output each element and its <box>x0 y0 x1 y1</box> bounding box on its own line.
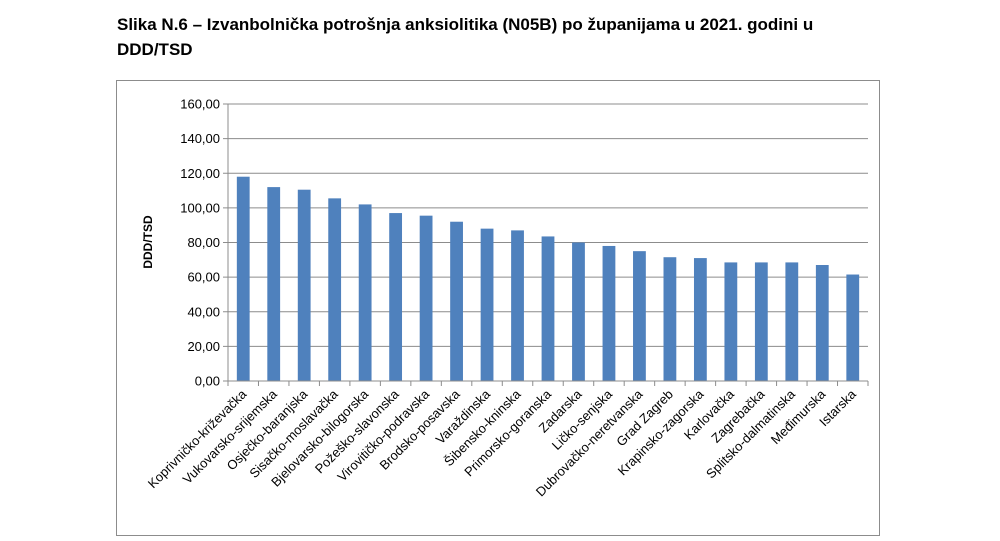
bar <box>724 262 738 381</box>
y-tick-label: 60,00 <box>187 270 220 285</box>
y-tick-label: 160,00 <box>180 97 220 112</box>
bar <box>236 176 250 381</box>
bar <box>693 258 707 381</box>
bar <box>419 215 433 381</box>
bar <box>358 204 372 381</box>
bar <box>450 221 463 381</box>
y-tick-label: 0,00 <box>195 374 220 389</box>
bars <box>236 176 860 381</box>
y-tick-label: 20,00 <box>187 339 220 354</box>
y-axis-label: DDD/TSD <box>141 215 155 269</box>
y-tick-label: 80,00 <box>187 235 220 250</box>
bar <box>328 198 342 381</box>
y-tick-label: 40,00 <box>187 304 220 319</box>
bar <box>480 228 494 381</box>
y-tick-label: 100,00 <box>180 200 220 215</box>
axes <box>223 103 869 386</box>
bar <box>815 265 829 381</box>
bar <box>754 262 768 381</box>
bar <box>297 189 311 381</box>
bar <box>633 251 646 381</box>
bar <box>267 187 281 381</box>
bar <box>572 242 585 381</box>
bar <box>389 213 403 381</box>
y-tick-label: 140,00 <box>180 131 220 146</box>
y-tick-label: 120,00 <box>180 166 220 181</box>
bar <box>785 262 799 381</box>
bar <box>511 230 524 381</box>
bar <box>602 245 616 381</box>
y-tick-labels: 0,00 20,00 40,00 60,00 80,00 100,00 120,00 140,… <box>180 97 220 389</box>
bar <box>663 257 677 381</box>
bar <box>541 236 555 381</box>
bar <box>846 274 860 381</box>
figure-title: Slika N.6 – Izvanbolnička potrošnja anks… <box>117 15 814 59</box>
x-tick-labels: Koprivničko-križevačkaVukovarsko-srijems… <box>145 386 860 499</box>
